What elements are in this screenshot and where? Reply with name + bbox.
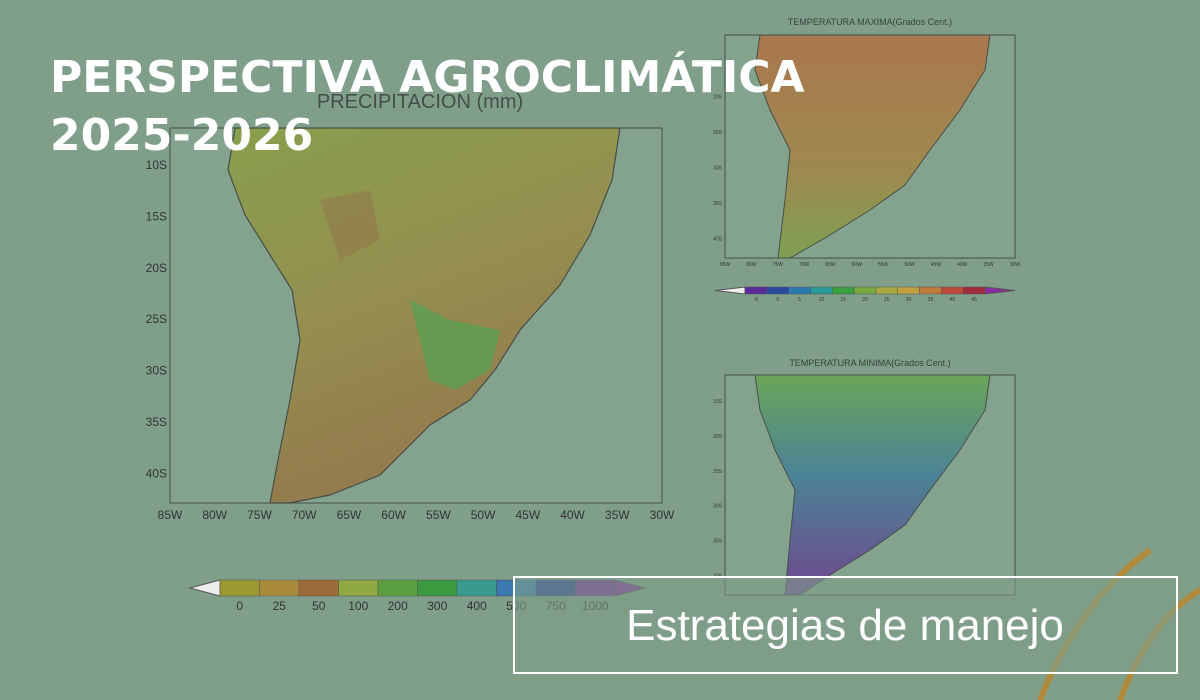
lat-label: 20S <box>713 95 723 101</box>
lat-label: 10S <box>146 158 167 172</box>
lon-label: 30W <box>650 508 675 522</box>
colorbar-label: -5 <box>754 297 759 303</box>
colorbar-swatch <box>377 579 418 597</box>
lat-label: 40S <box>146 466 167 480</box>
colorbar-label: 25 <box>273 599 287 613</box>
continent <box>754 34 991 259</box>
lon-label: 60W <box>381 508 406 522</box>
colorbar-swatch <box>810 286 833 295</box>
lat-label: 40S <box>713 236 723 242</box>
colorbar-swatch <box>298 579 339 597</box>
lon-label: 65W <box>337 508 362 522</box>
dry-patch <box>320 190 380 260</box>
lat-label: 15S <box>713 59 723 65</box>
colorbar-label: 50 <box>312 599 326 613</box>
colorbar-swatch <box>832 286 855 295</box>
map-title: TEMPERATURA MAXIMA(Grados Cent.) <box>788 17 952 27</box>
colorbar-swatch <box>897 286 920 295</box>
colorbar-label: 300 <box>427 599 447 613</box>
colorbar-swatch <box>456 579 497 597</box>
colorbar-swatch <box>417 579 458 597</box>
lat-label: 25S <box>713 469 723 475</box>
colorbar-swatch <box>941 286 964 295</box>
colorbar-swatch <box>853 286 877 295</box>
lon-label: 50W <box>471 508 496 522</box>
precipitation-map: PRECIPITACION (mm) <box>169 91 663 504</box>
lat-label: 35S <box>713 201 723 207</box>
colorbar-swatch <box>744 286 768 295</box>
lat-label: 15S <box>713 399 723 405</box>
lon-label: 80W <box>746 262 757 268</box>
max-temperature-map: TEMPERATURA MAXIMA(Grados Cent.) <box>724 17 1016 259</box>
colorbar-label: 400 <box>467 599 487 613</box>
lon-label: 55W <box>878 262 889 268</box>
lon-label: 75W <box>247 508 272 522</box>
cta-label[interactable]: Estrategias de manejo <box>626 601 1064 650</box>
lat-label: 35S <box>146 415 167 429</box>
lon-label: 80W <box>202 508 227 522</box>
colorbar-label: 10 <box>819 297 825 303</box>
lon-label: 45W <box>515 508 540 522</box>
lon-label: 55W <box>426 508 451 522</box>
colorbar-label: 100 <box>348 599 368 613</box>
colorbar-label: 0 <box>776 297 779 303</box>
colorbar-label: 15 <box>840 297 846 303</box>
lat-label: 30S <box>713 166 723 172</box>
lon-label: 40W <box>957 262 968 268</box>
colorbar-label: 45 <box>971 297 977 303</box>
lon-label: 75W <box>773 262 784 268</box>
title-line: 2025-2026 <box>50 110 313 161</box>
colorbar-label: 35 <box>928 297 934 303</box>
lat-label: 20S <box>146 261 167 275</box>
colorbar-swatch <box>219 579 260 597</box>
colorbar-swatch <box>919 286 942 295</box>
colorbar-label: 200 <box>388 599 408 613</box>
lat-label: 30S <box>146 364 167 378</box>
colorbar-swatch <box>338 579 379 597</box>
lon-label: 35W <box>605 508 630 522</box>
lat-label: 35S <box>713 539 723 545</box>
lon-label: 40W <box>560 508 585 522</box>
colorbar-label: 40 <box>949 297 955 303</box>
lat-label: 30S <box>713 504 723 510</box>
colorbar-end <box>984 286 1016 295</box>
colorbar-swatch <box>788 286 811 295</box>
lon-label: 35W <box>983 262 994 268</box>
lon-label: 50W <box>904 262 915 268</box>
lon-label: 65W <box>825 262 836 268</box>
colorbar-label: 5 <box>798 297 801 303</box>
rain-patch <box>410 300 500 390</box>
cta-box[interactable] <box>513 576 1178 674</box>
title-line: PERSPECTIVA AGROCLIMÁTICA <box>50 50 805 103</box>
colorbar-swatch <box>962 286 986 295</box>
lon-label: 45W <box>931 262 942 268</box>
colorbar-label: 25 <box>884 297 890 303</box>
colorbar-label: 20 <box>862 297 868 303</box>
colorbar-swatch <box>259 579 300 597</box>
map-title: PRECIPITACION (mm) <box>317 91 523 113</box>
lat-label: 25S <box>146 312 167 326</box>
colorbar-swatch <box>875 286 898 295</box>
colorbar-label: 0 <box>236 599 243 613</box>
continent <box>754 374 991 596</box>
lat-label: 25S <box>713 130 723 136</box>
lon-label: 70W <box>292 508 317 522</box>
lon-label: 30W <box>1010 262 1021 268</box>
lon-label: 85W <box>158 508 183 522</box>
colorbar-swatch <box>766 286 789 295</box>
lon-label: 70W <box>799 262 810 268</box>
lat-label: 20S <box>713 434 723 440</box>
lon-label: 85W <box>720 262 731 268</box>
colorbar-label: 30 <box>906 297 912 303</box>
min-temperature-map: TEMPERATURA MINIMA(Grados Cent.) <box>724 358 1016 596</box>
lat-label: 15S <box>146 209 167 223</box>
map-title: TEMPERATURA MINIMA(Grados Cent.) <box>789 358 950 368</box>
lon-label: 60W <box>852 262 863 268</box>
